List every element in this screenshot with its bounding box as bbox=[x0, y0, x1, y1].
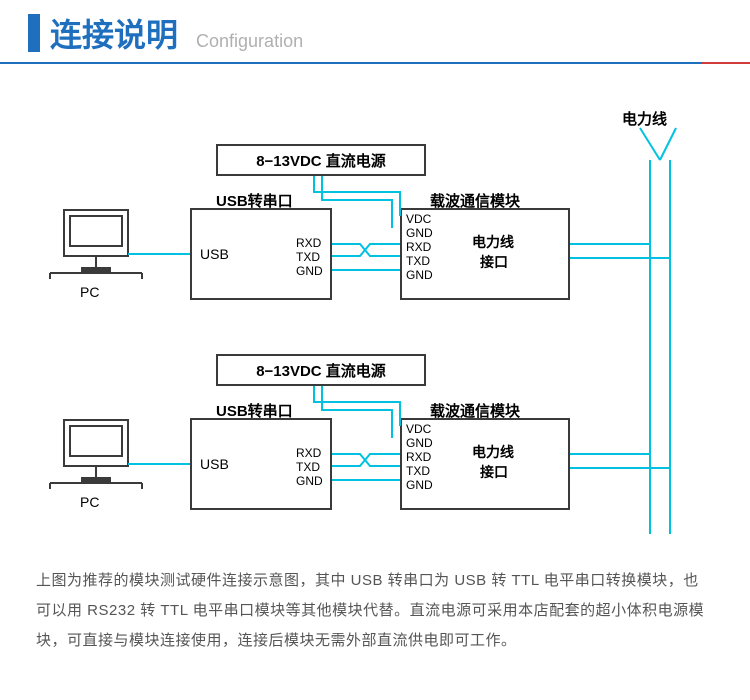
header-bar: 连接说明 Configuration bbox=[0, 0, 750, 64]
header-title-en: Configuration bbox=[196, 31, 303, 52]
header-title-cn: 连接说明 bbox=[50, 10, 178, 56]
header-accent bbox=[28, 14, 40, 52]
caption-text: 上图为推荐的模块测试硬件连接示意图，其中 USB 转串口为 USB 转 TTL … bbox=[36, 566, 714, 656]
diagram: 电力线 8−13VDC 直流电源 USB转串口 载波通信模块 bbox=[0, 64, 750, 544]
wires-row-2 bbox=[0, 64, 750, 544]
